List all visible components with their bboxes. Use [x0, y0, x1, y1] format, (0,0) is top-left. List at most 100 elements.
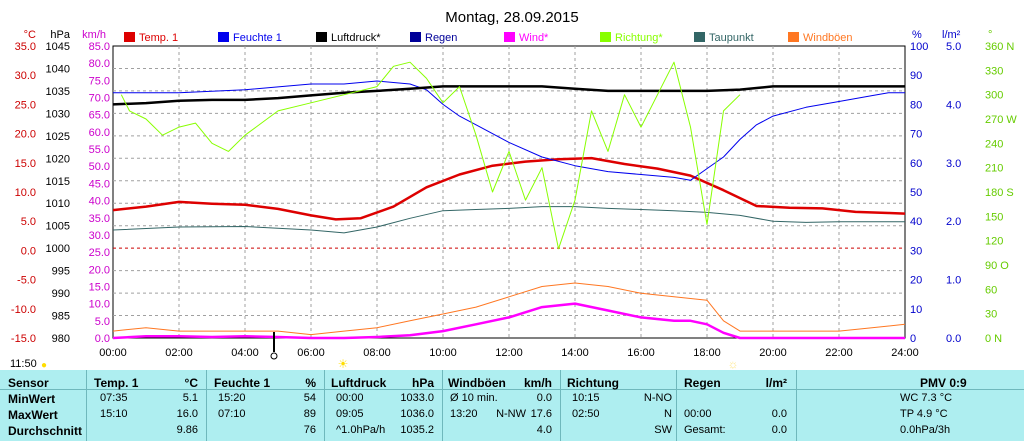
- wind-axis-tick-label: 20.0: [89, 264, 110, 276]
- direction-axis-tick-label: 180 S: [985, 187, 1014, 199]
- rain-value: 0.0: [771, 424, 787, 436]
- x-axis: 00:00 02:00 04:00 06:00 08:00 10:00 12:00 14:00…: [99, 347, 919, 359]
- row-label: Durchschnitt: [8, 424, 83, 438]
- pressure-axis-tick-label: 1005: [46, 221, 70, 233]
- wind-axis-tick-label: 60.0: [89, 127, 110, 139]
- temp-unit-label: °C: [24, 29, 36, 41]
- legend-swatch: [316, 32, 327, 42]
- rain-time: 00:00: [684, 408, 712, 420]
- y-axes: 35.0 30.0 25.0 20.0 15.0 10.0 5.0 0.0 -5.0 -10.0 -…: [11, 41, 1017, 345]
- humidity-value: 89: [303, 408, 316, 420]
- pressure-value: 1035.2: [400, 424, 434, 436]
- temp-axis-tick-label: -10.0: [11, 304, 36, 316]
- series-taupunkt: [112, 206, 905, 234]
- column-separator: [206, 370, 207, 441]
- clock-label: 11:50: [10, 358, 37, 370]
- rain-axis-tick-label: 3.0: [946, 158, 961, 170]
- section-title: Windböen: [448, 376, 506, 390]
- section-title: Luftdruck: [331, 376, 387, 390]
- column-separator: [676, 370, 677, 441]
- legend-swatch: [124, 32, 135, 42]
- temp-time: 07:35: [100, 392, 128, 404]
- series-windb-en: [112, 282, 906, 336]
- direction-unit-label: °: [988, 29, 992, 41]
- pressure-time: ^1.0hPa/h: [336, 424, 386, 436]
- direction-axis-tick-label: 60: [985, 284, 997, 296]
- humidity-axis-tick-label: 50: [910, 187, 922, 199]
- chart-legend: Temp. 1 Feuchte 1 Luftdruck* Regen Wind* Rich…: [124, 32, 853, 44]
- section-title: Feuchte 1: [214, 376, 271, 390]
- direction-axis-tick-label: 120: [985, 236, 1003, 248]
- direction-axis-tick-label: 0 N: [985, 333, 1002, 345]
- pressure-axis-tick-label: 1040: [46, 63, 70, 75]
- pressure-axis-tick-label: 995: [52, 266, 70, 278]
- wind-axis-tick-label: 80.0: [89, 58, 110, 70]
- pressure-axis-tick-label: 1025: [46, 131, 70, 143]
- series-lines: [112, 61, 906, 340]
- rain-axis-tick-label: 1.0: [946, 275, 961, 287]
- x-tick-label: 10:00: [429, 347, 457, 359]
- legend-label: Temp. 1: [139, 32, 178, 44]
- rain-axis-tick-label: 2.0: [946, 216, 961, 228]
- temp-value: 5.1: [182, 392, 198, 404]
- temp-axis-tick-label: 5.0: [21, 216, 36, 228]
- gust-value: 17.6: [530, 408, 552, 420]
- series-feuchte-1: [113, 80, 905, 181]
- rain-axis-tick-label: 4.0: [946, 99, 961, 111]
- weather-chart: Montag, 28.09.2015 Temp. 1 Feuchte 1 Luftd…: [10, 9, 1017, 370]
- humidity-axis-tick-label: 90: [910, 70, 922, 82]
- humidity-time: 15:20: [218, 392, 246, 404]
- temp-axis-tick-label: 35.0: [15, 41, 36, 53]
- humidity-axis-tick-label: 60: [910, 158, 922, 170]
- gust-value: 0.0: [536, 392, 552, 404]
- grid-lines: [113, 46, 905, 338]
- header-separator: [0, 389, 1024, 390]
- rain-value: 0.0: [771, 408, 787, 420]
- legend-label: Richtung*: [615, 32, 663, 44]
- column-separator: [86, 370, 87, 441]
- x-tick-label: 06:00: [297, 347, 325, 359]
- legend-swatch: [410, 32, 421, 42]
- wind-axis-tick-label: 55.0: [89, 144, 110, 156]
- temp-axis-tick-label: 30.0: [15, 70, 36, 82]
- wind-axis-tick-label: 35.0: [89, 213, 110, 225]
- sun-icon: ☀: [338, 357, 349, 370]
- series-temp-1: [112, 156, 906, 221]
- legend-label: Regen: [425, 32, 457, 44]
- temp-axis-tick-label: 25.0: [15, 99, 36, 111]
- section-unit: %: [305, 376, 316, 390]
- x-tick-label: 16:00: [627, 347, 655, 359]
- column-separator: [560, 370, 561, 441]
- direction-axis-tick-label: 150: [985, 211, 1003, 223]
- pressure-axis-tick-label: 1045: [46, 41, 70, 53]
- temp-axis-tick-label: -15.0: [11, 333, 36, 345]
- legend-swatch: [694, 32, 705, 42]
- direction-value: N-NO: [643, 392, 672, 404]
- pressure-time: 09:05: [336, 408, 364, 420]
- section-unit: km/h: [523, 376, 552, 390]
- section-unit: °C: [184, 376, 198, 390]
- wind-axis-tick-label: 45.0: [89, 178, 110, 190]
- humidity-value: 76: [303, 424, 316, 436]
- x-tick-label: 12:00: [495, 347, 523, 359]
- pmv-value: 0.0hPa/3h: [900, 424, 951, 436]
- humidity-axis-tick-label: 20: [910, 275, 922, 287]
- chart-title: Montag, 28.09.2015: [445, 9, 578, 26]
- wind-axis-tick-label: 5.0: [95, 316, 110, 328]
- legend-label: Windböen: [803, 32, 853, 44]
- wind-axis-tick-label: 70.0: [89, 93, 110, 105]
- x-tick-label: 02:00: [165, 347, 193, 359]
- temp-axis-tick-label: -5.0: [17, 275, 36, 287]
- temp-axis-tick-label: 15.0: [15, 158, 36, 170]
- pressure-value: 1036.0: [400, 408, 434, 420]
- humidity-value: 54: [303, 392, 316, 404]
- wind-axis-tick-label: 65.0: [89, 110, 110, 122]
- legend-swatch: [600, 32, 611, 42]
- humidity-axis-tick-label: 100: [910, 41, 928, 53]
- section-title: Temp. 1: [94, 376, 139, 390]
- legend-swatch: [788, 32, 799, 42]
- x-tick-label: 08:00: [363, 347, 391, 359]
- x-tick-label: 24:00: [891, 347, 919, 359]
- pmv-value: TP 4.9 °C: [900, 408, 948, 420]
- wind-axis-tick-label: 30.0: [89, 230, 110, 242]
